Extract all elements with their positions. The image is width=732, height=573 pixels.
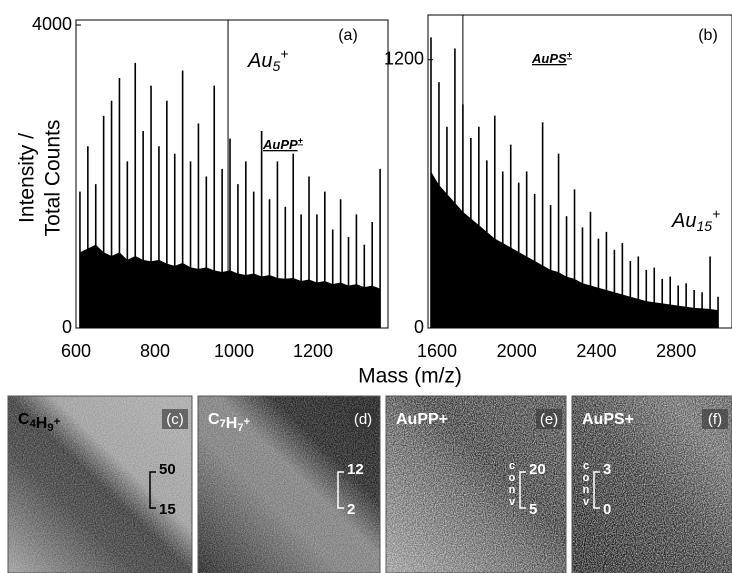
panel-letter: (e) [540,411,558,428]
panel-letter-bg [350,409,376,429]
text-part: H [36,415,48,432]
scale-bracket [519,471,526,509]
x-tick-label: 800 [140,341,170,361]
x-tick-label: 1600 [417,341,457,361]
image-label: AuPP+ [396,411,448,428]
annotation: AuPS+ [531,50,573,67]
scale-bracket [337,471,344,509]
panel-label: (a) [338,27,358,44]
text-part: AuPS+ [582,411,634,428]
scale-value: 2 [347,501,355,518]
annotation: Au5+ [247,45,288,74]
text-part: AuPP [262,137,298,152]
image-label: C7H7+ [208,411,251,434]
subscript: 9 [47,422,53,434]
y-tick-label: 4000 [32,14,72,34]
image-noise [198,396,380,573]
scale-value: 3 [603,461,611,478]
subscript: 7 [220,418,226,430]
panel-letter: (c) [166,411,184,428]
annotation: Au15+ [671,205,720,234]
panel-letter-bg [702,409,728,429]
scale-unit: n [583,484,590,496]
plot-frame [427,14,732,329]
panel-letter-bg [536,409,562,429]
y-axis-title: Intensity / [16,133,39,223]
subscript: 5 [272,58,280,74]
scale-unit: v [583,496,590,508]
supscript: + [54,416,61,428]
x-tick-label: 2000 [497,341,537,361]
supscript: + [712,205,720,221]
y-tick-label: 0 [414,317,424,337]
scale-bracket [593,471,600,509]
x-tick-label: 1000 [214,341,254,361]
panel-label: (b) [698,27,718,44]
x-tick-label: 2400 [576,341,616,361]
plot-frame [75,19,389,329]
scale-value: 12 [347,461,364,478]
image-frame [385,395,567,573]
text-part: C [18,411,30,428]
subscript: 15 [696,218,712,234]
text-part: Au [247,50,272,72]
scale-unit: c [583,460,589,472]
text-part: C [208,411,220,428]
text-part: Au [671,210,696,232]
panel-letter: (f) [708,411,722,428]
panel-letter: (d) [354,411,372,428]
text-part: AuPP+ [396,411,448,428]
y-tick-label: 1200 [384,48,424,68]
scale-value: 15 [159,501,176,518]
supscript: + [244,416,251,428]
scale-unit: o [583,472,590,484]
image-frame [571,395,732,573]
supscript: + [567,50,573,60]
text-part: H [226,415,238,432]
scale-unit: c [509,460,515,472]
scale-bracket [149,471,156,509]
x-tick-label: 2800 [656,341,696,361]
scale-value: 50 [159,461,176,478]
x-tick-label: 1200 [293,341,333,361]
subscript: 4 [30,418,37,430]
panel-letter-bg [162,409,188,429]
image-label: C4H9+ [18,411,61,434]
image-frame [7,395,193,573]
scale-unit: v [509,496,516,508]
y-axis-title: Total Counts [42,120,65,237]
image-noise [8,396,192,573]
image-label: AuPS+ [582,411,634,428]
scale-unit: n [509,484,516,496]
image-frame [197,395,381,573]
supscript: + [298,136,304,146]
y-tick-label: 0 [62,317,72,337]
scale-value: 20 [529,461,546,478]
subscript: 7 [237,422,243,434]
scale-value: 5 [529,501,537,518]
supscript: + [280,45,288,61]
x-tick-label: 600 [61,341,91,361]
scale-value: 0 [603,501,611,518]
x-axis-title: Mass (m/z) [358,365,462,388]
text-part: AuPS [531,51,567,66]
annotation: AuPP+ [262,136,304,153]
scale-unit: o [509,472,516,484]
